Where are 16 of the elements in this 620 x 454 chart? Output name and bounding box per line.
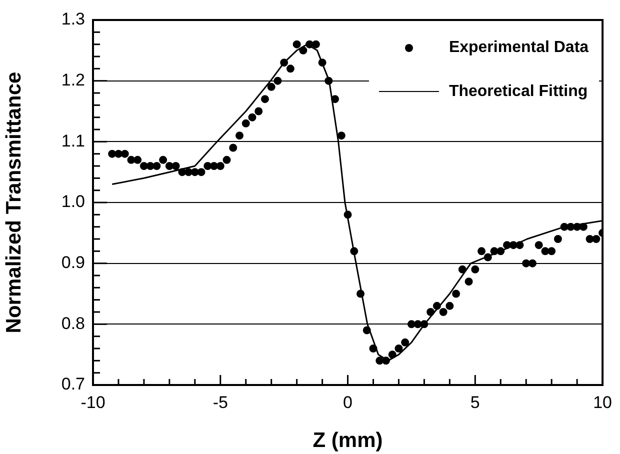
x-tick-label: 0: [343, 392, 353, 412]
y-tick-label: 1.2: [61, 70, 85, 90]
x-tick-label: -5: [212, 392, 228, 412]
y-axis-title: Normalized Transmittance: [2, 72, 26, 334]
legend-label: Theoretical Fitting: [448, 83, 588, 101]
y-tick-label: 1.1: [61, 131, 85, 150]
y-tick-label: 1.0: [61, 192, 85, 212]
x-axis-title: Z (mm): [312, 429, 383, 452]
x-tick-label: 10: [593, 392, 612, 412]
y-tick-label: 1.3: [61, 10, 85, 29]
y-tick-label: 0.8: [61, 314, 85, 333]
x-tick-label: -10: [80, 392, 106, 412]
x-tick-label: 5: [470, 392, 480, 412]
y-tick-label: 0.7: [61, 374, 85, 394]
legend-label: Experimental Data: [448, 39, 589, 57]
y-tick-label: 0.9: [61, 253, 85, 272]
